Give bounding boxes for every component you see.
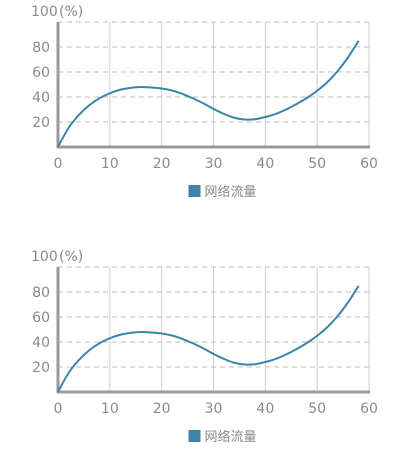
y-tick-label: 80 — [32, 40, 50, 56]
y-tick-label: 20 — [32, 360, 50, 376]
legend-label[interactable]: 网络流量 — [205, 429, 257, 445]
x-tick-label: 40 — [256, 401, 274, 417]
legend-label[interactable]: 网络流量 — [205, 184, 257, 200]
y-axis-unit-label: (%) — [59, 249, 83, 265]
x-tick-label: 20 — [153, 156, 171, 172]
series-line — [57, 285, 360, 393]
x-tick-label: 30 — [205, 156, 223, 172]
x-tick-label: 60 — [360, 156, 378, 172]
y-axis-top-label: 100 — [31, 249, 58, 265]
x-tick-label: 10 — [101, 401, 119, 417]
y-tick-label: 40 — [32, 90, 50, 106]
chart-panel: 0 10 20 30 40 50 60 20 40 60 80 100 (%) 网络流量 — [31, 249, 378, 445]
x-tick-label: 10 — [101, 156, 119, 172]
x-tick-label: 60 — [360, 401, 378, 417]
y-tick-label: 40 — [32, 335, 50, 351]
legend-swatch[interactable] — [188, 430, 201, 442]
y-tick-label: 80 — [32, 285, 50, 301]
y-tick-label: 60 — [32, 310, 50, 326]
x-tick-label: 20 — [153, 401, 171, 417]
y-axis-top-label: 100 — [31, 4, 58, 20]
x-tick-label: 30 — [205, 401, 223, 417]
x-tick-label: 0 — [54, 401, 63, 417]
chart-panel: 0 10 20 30 40 50 60 20 40 60 80 100 (%) 网络流量 — [31, 4, 378, 200]
legend-swatch[interactable] — [188, 185, 201, 197]
series-line — [57, 40, 360, 148]
x-tick-label: 50 — [308, 401, 326, 417]
x-tick-label: 50 — [308, 156, 326, 172]
y-tick-label: 20 — [32, 115, 50, 131]
x-tick-label: 40 — [256, 156, 274, 172]
y-tick-label: 60 — [32, 65, 50, 81]
y-axis-unit-label: (%) — [59, 4, 83, 20]
x-tick-label: 0 — [54, 156, 63, 172]
